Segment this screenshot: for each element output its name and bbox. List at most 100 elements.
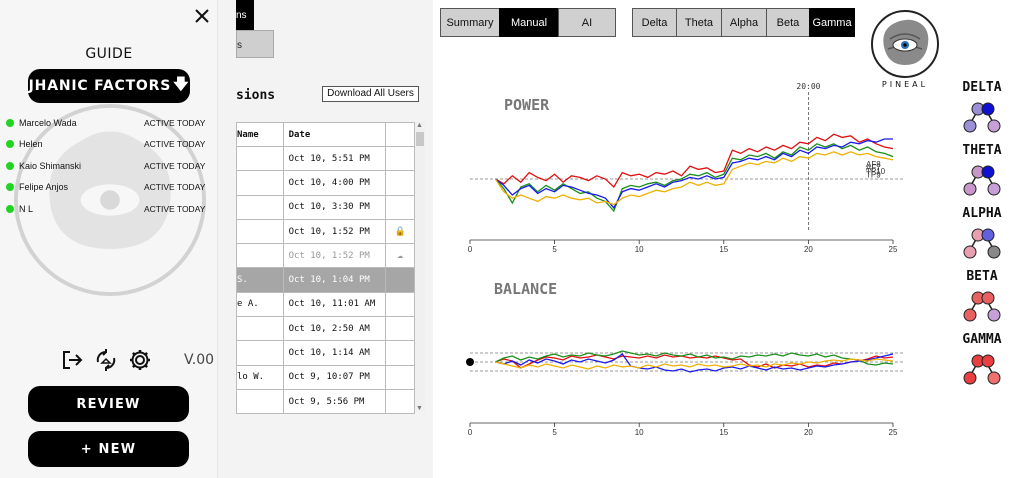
user-name: Marcelo Wada xyxy=(19,117,77,128)
electrode-diagram-icon xyxy=(963,228,1001,259)
cell-date: Oct 10, 1:52 PM xyxy=(282,218,387,245)
tab-theta[interactable]: Theta xyxy=(676,8,722,37)
series-line xyxy=(495,358,894,370)
electrode-diagram-icon xyxy=(963,102,1001,133)
band-legend-theta: THETA xyxy=(944,143,1020,206)
series-end-label: TP10 xyxy=(866,167,886,176)
table-scrollbar[interactable]: ▲ ▼ xyxy=(415,122,425,412)
arrow-down-icon: 🡇 xyxy=(173,74,190,93)
table-row[interactable]: Oct 10, 1:14 AM xyxy=(236,340,415,366)
gear-icon[interactable] xyxy=(128,348,152,372)
electrode-diagram-icon xyxy=(963,354,1001,385)
cell-date: Oct 10, 5:51 PM xyxy=(282,145,387,172)
cloud-icon: ☁ xyxy=(385,243,415,269)
tab-summary[interactable]: Summary xyxy=(440,8,500,37)
user-item[interactable]: N L ACTIVE TODAY xyxy=(6,198,212,220)
band-legend: DELTA THETA ALPHA BETA GAMMA xyxy=(944,80,1020,395)
review-button[interactable]: REVIEW xyxy=(28,386,189,422)
download-all-users-button[interactable]: Download All Users xyxy=(322,86,419,102)
cell-icon xyxy=(385,364,415,390)
column-header-icon xyxy=(385,122,415,147)
tab-alpha[interactable]: Alpha xyxy=(721,8,767,37)
cell-name xyxy=(236,243,284,269)
column-header-date[interactable]: Date xyxy=(282,122,387,147)
sessions-panel: ns s sions Download All Users Name Date … xyxy=(218,0,433,478)
cell-date: Oct 10, 1:04 PM xyxy=(282,267,387,293)
x-tick-label: 0 xyxy=(468,245,473,254)
brain-watermark-icon xyxy=(13,103,207,297)
close-icon[interactable] xyxy=(193,7,211,25)
electrode-diagram-icon xyxy=(963,165,1001,196)
table-row[interactable]: e A. Oct 10, 11:01 AM xyxy=(236,291,415,318)
user-item[interactable]: Felipe Anjos ACTIVE TODAY xyxy=(6,177,212,199)
tab-delta[interactable]: Delta xyxy=(632,8,677,37)
table-row[interactable]: lo W. Oct 9, 10:07 PM xyxy=(236,364,415,390)
user-item[interactable]: Kaio Shimanski ACTIVE TODAY xyxy=(6,155,212,177)
status-dot xyxy=(6,204,14,213)
table-row[interactable]: Oct 10, 2:50 AM xyxy=(236,316,415,342)
table-row[interactable]: Oct 10, 4:00 PM xyxy=(236,170,415,196)
series-line xyxy=(495,350,894,366)
scrollbar-thumb[interactable] xyxy=(416,132,424,146)
x-tick-label: 0 xyxy=(468,428,473,437)
time-cursor-label: 20:00 xyxy=(796,82,820,91)
new-button[interactable]: + NEW xyxy=(28,431,189,467)
table-row[interactable]: Oct 10, 5:51 PM xyxy=(236,145,415,172)
band-name: GAMMA xyxy=(962,332,1002,347)
balance-origin-dot xyxy=(466,358,474,366)
cell-icon xyxy=(385,340,415,366)
table-row[interactable]: Oct 10, 1:52 PM 🔒 xyxy=(236,218,415,245)
main-area: Summary Manual AI Delta Theta Alpha Beta… xyxy=(434,0,1024,478)
toolbar xyxy=(60,348,152,372)
cell-icon xyxy=(385,291,415,318)
cell-date: Oct 10, 4:00 PM xyxy=(282,170,387,196)
tab-gamma[interactable]: Gamma xyxy=(809,8,855,37)
band-legend-beta: BETA xyxy=(944,269,1020,332)
series-line xyxy=(494,143,894,213)
sync-icon[interactable] xyxy=(94,348,118,372)
cell-name xyxy=(236,218,284,245)
sessions-tab[interactable]: ns xyxy=(236,0,254,30)
jhanic-factors-label: JHANIC FACTORS xyxy=(28,78,172,94)
scroll-down-icon[interactable]: ▼ xyxy=(416,405,423,412)
cell-name: e A. xyxy=(236,291,284,318)
cell-date: Oct 10, 2:50 AM xyxy=(282,316,387,342)
table-row[interactable]: S. Oct 10, 1:04 PM xyxy=(236,267,415,293)
tab-beta[interactable]: Beta xyxy=(766,8,810,37)
band-legend-delta: DELTA xyxy=(944,80,1020,143)
user-item[interactable]: Marcelo Wada ACTIVE TODAY xyxy=(6,112,212,134)
sidebar: GUIDE JHANIC FACTORS 🡇 Marcelo Wada ACTI… xyxy=(0,0,218,478)
sessions-title: sions xyxy=(236,88,276,103)
jhanic-factors-button[interactable]: JHANIC FACTORS 🡇 xyxy=(28,69,190,103)
series-end-label: TP9 xyxy=(866,171,881,180)
cell-name xyxy=(236,194,284,220)
table-row[interactable]: Oct 9, 5:56 PM xyxy=(236,388,415,415)
status-dot xyxy=(6,118,14,127)
view-tab-group: Summary Manual AI xyxy=(440,8,616,37)
cell-name xyxy=(236,170,284,196)
table-row[interactable]: Oct 10, 3:30 PM xyxy=(236,194,415,220)
x-tick-label: 25 xyxy=(889,428,898,437)
cell-icon xyxy=(385,194,415,220)
band-legend-alpha: ALPHA xyxy=(944,206,1020,269)
column-header-name[interactable]: Name xyxy=(236,122,284,147)
cell-name xyxy=(236,340,284,366)
chart-title: BALANCE xyxy=(494,280,557,298)
logout-icon[interactable] xyxy=(60,348,84,372)
users-tab[interactable]: s xyxy=(236,30,274,58)
status-dot xyxy=(6,183,14,192)
tab-ai[interactable]: AI xyxy=(558,8,616,37)
tab-manual[interactable]: Manual xyxy=(499,8,559,37)
band-tab-group: Delta Theta Alpha Beta Gamma xyxy=(632,8,855,37)
user-status: ACTIVE TODAY xyxy=(144,203,206,214)
series-end-label: AF8 xyxy=(866,160,881,169)
user-item[interactable]: Helen ACTIVE TODAY xyxy=(6,134,212,156)
lock-icon: 🔒 xyxy=(385,218,415,245)
table-row[interactable]: Oct 10, 1:52 PM ☁ xyxy=(236,243,415,269)
pineal-logo-text: PINEAL xyxy=(881,80,929,89)
user-status: ACTIVE TODAY xyxy=(144,139,206,150)
user-name: Kaio Shimanski xyxy=(19,160,82,171)
scroll-up-icon[interactable]: ▲ xyxy=(416,122,423,129)
